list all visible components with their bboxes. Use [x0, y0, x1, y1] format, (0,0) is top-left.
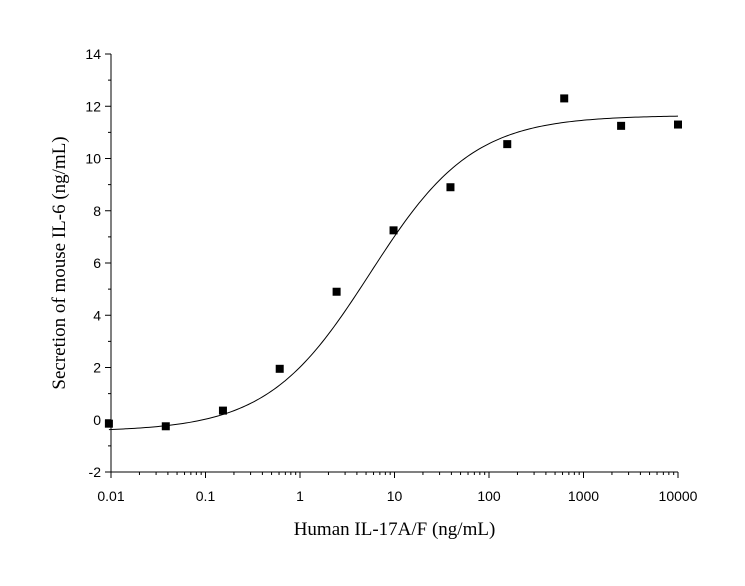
y-tick-label: 14	[85, 46, 101, 62]
x-tick-label: 10000	[659, 488, 698, 504]
x-tick-label: 0.01	[97, 488, 124, 504]
data-point	[617, 121, 626, 130]
y-axis-ticks: -2 0 2 4 6 8 10 12 14	[85, 46, 111, 480]
y-tick-label: -2	[89, 464, 102, 480]
x-tick-label: 1000	[568, 488, 599, 504]
y-tick-label: 2	[93, 360, 101, 376]
y-tick-label: 4	[93, 307, 101, 323]
y-tick-label: 10	[85, 151, 101, 167]
data-point	[332, 287, 341, 296]
data-point	[560, 94, 569, 103]
x-tick-label: 10	[387, 488, 403, 504]
y-tick-label: 0	[93, 412, 101, 428]
x-tick-label: 0.1	[196, 488, 216, 504]
data-point	[389, 226, 398, 235]
data-point	[674, 120, 682, 129]
data-point	[104, 419, 113, 428]
y-tick-label: 12	[85, 98, 101, 114]
y-tick-label: 6	[93, 255, 101, 271]
data-points	[104, 94, 682, 431]
y-axis-title: Secretion of mouse IL-6 (ng/mL)	[49, 136, 70, 389]
x-axis-title: Human IL-17A/F (ng/mL)	[294, 519, 496, 540]
x-tick-label: 1	[296, 488, 304, 504]
x-axis-ticks: 0.01 0.1 1 10 100 1000 10000	[97, 472, 698, 504]
data-point	[161, 422, 170, 431]
data-point	[446, 183, 455, 192]
x-tick-label: 100	[477, 488, 501, 504]
data-point	[218, 406, 227, 415]
y-tick-label: 8	[93, 203, 101, 219]
data-point	[503, 140, 512, 149]
plot-area	[110, 54, 678, 473]
data-point	[275, 364, 284, 373]
fit-curve	[108, 115, 679, 431]
